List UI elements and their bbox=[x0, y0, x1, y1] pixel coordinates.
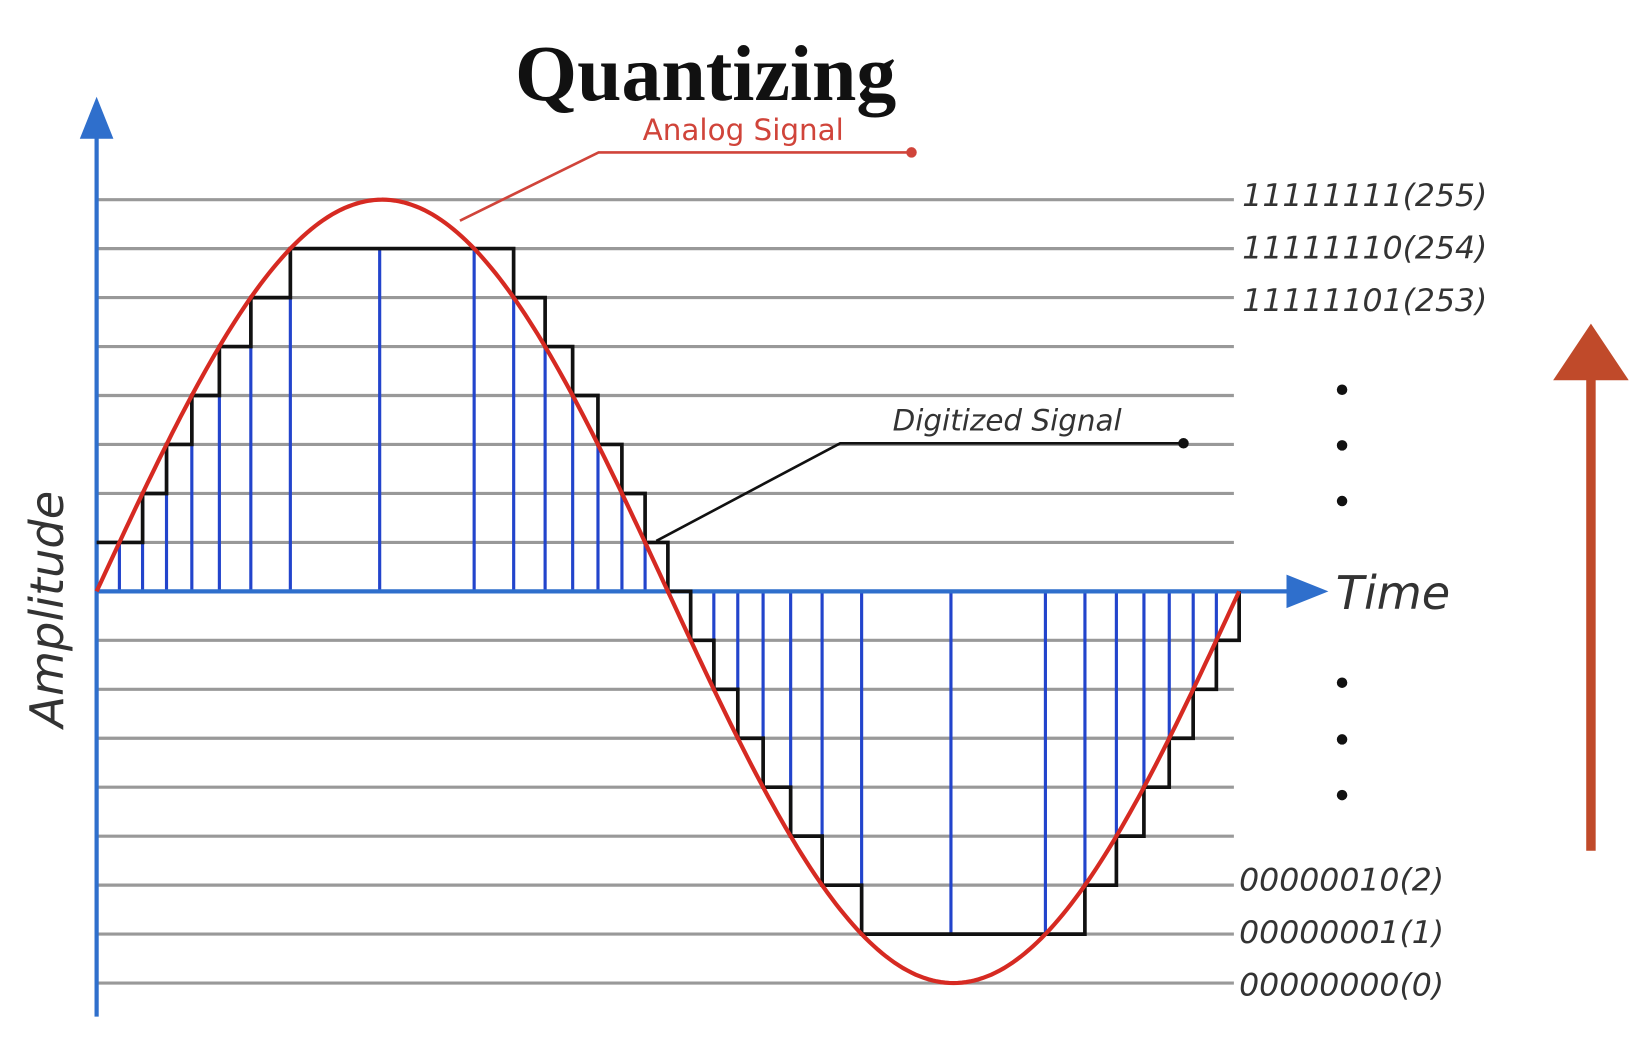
digitized-label: Digitized Signal bbox=[893, 404, 1123, 438]
analog-signal bbox=[94, 197, 1242, 986]
digitized-leader-dot bbox=[1178, 438, 1189, 449]
digitized-leader bbox=[655, 441, 1184, 543]
level-label: 00000010(2) bbox=[1239, 863, 1444, 899]
amplitude-label: Amplitude bbox=[20, 491, 74, 731]
analog-leader-dot bbox=[906, 147, 917, 158]
analog-label: Analog Signal bbox=[643, 113, 844, 147]
digitized-signal bbox=[96, 246, 1241, 936]
analog-leader bbox=[459, 151, 912, 222]
level-label: 11111111(255) bbox=[1242, 178, 1487, 214]
time-label: Time bbox=[1336, 566, 1450, 620]
level-label: 11111110(254) bbox=[1242, 230, 1487, 266]
title: Quantizing bbox=[515, 30, 896, 118]
level-label: 00000000(0) bbox=[1239, 968, 1444, 1004]
level-label: 00000001(1) bbox=[1239, 915, 1444, 951]
ellipsis-dots bbox=[1336, 384, 1348, 801]
quantization-levels bbox=[96, 198, 1234, 985]
level-label: 11111101(253) bbox=[1242, 283, 1487, 319]
